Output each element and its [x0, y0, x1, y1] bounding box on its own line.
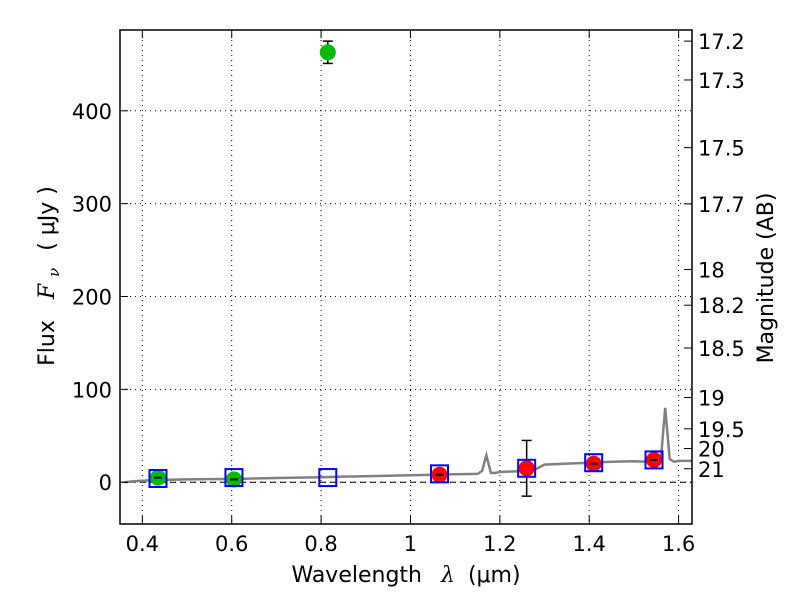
- y2-axis-label: Magnitude (AB): [754, 193, 779, 364]
- model-flux-box: [644, 450, 664, 470]
- x-tick-label: 1.4: [573, 532, 606, 556]
- y2-tick-label: 17.3: [698, 69, 745, 93]
- red-data-point: [518, 460, 535, 477]
- y-axis-unit: ( μJy ): [35, 186, 60, 251]
- y-tick-label: 400: [72, 100, 112, 124]
- x-axis-symbol: λ: [440, 563, 455, 588]
- model-spectrum-line: [124, 407, 692, 484]
- x-tick-label: 1: [404, 532, 417, 556]
- y-tick-label: 100: [72, 378, 112, 402]
- x-tick-label: 1.6: [662, 532, 695, 556]
- y-axis-ticks: 0 100 200 300 400: [72, 100, 128, 495]
- model-flux-box: [430, 464, 450, 484]
- y-tick-label: 0: [99, 471, 112, 495]
- y2-tick-label: 18: [698, 258, 725, 282]
- y2-tick-label: 17.5: [698, 137, 745, 161]
- green-data-point: [319, 44, 336, 61]
- x-axis-label: Wavelength λ (μm): [291, 563, 520, 588]
- y-axis-symbol: F: [35, 283, 60, 300]
- y2-tick-label: 19.5: [698, 418, 745, 442]
- y2-tick-label: 17.2: [698, 30, 745, 54]
- model-flux-box: [584, 453, 604, 473]
- model-flux-box: [148, 469, 168, 488]
- y-axis-label-text: Flux: [35, 320, 60, 366]
- y-axis-subscript: ν: [45, 268, 63, 277]
- x-tick-label: 1.2: [483, 532, 516, 556]
- x-tick-label: 0.6: [215, 532, 248, 556]
- y2-tick-label: 19: [698, 387, 725, 411]
- model-flux-box: [517, 458, 537, 478]
- model-flux-box: [318, 468, 338, 488]
- x-axis-label-text: Wavelength: [291, 563, 422, 588]
- model-flux-box: [224, 468, 244, 488]
- y2-tick-label: 20: [698, 438, 725, 462]
- y2-tick-label: 21: [698, 458, 725, 482]
- x-tick-label: 0.4: [126, 532, 159, 556]
- x-axis-unit: (μm): [468, 563, 521, 588]
- y-tick-label: 300: [72, 193, 112, 217]
- plot-frame: [119, 29, 693, 525]
- x-axis-ticks: 0.4 0.6 0.8 1 1.2 1.4 1.6: [126, 30, 695, 556]
- grid: [120, 30, 692, 524]
- y-tick-label: 200: [72, 286, 112, 310]
- y-axis-label: Flux F ν ( μJy ): [35, 186, 65, 366]
- y2-tick-label: 17.7: [698, 193, 745, 217]
- y2-tick-label: 18.2: [698, 294, 745, 318]
- y2-tick-label: 18.5: [698, 337, 745, 361]
- data-marks: [148, 40, 664, 497]
- x-tick-label: 0.8: [304, 532, 337, 556]
